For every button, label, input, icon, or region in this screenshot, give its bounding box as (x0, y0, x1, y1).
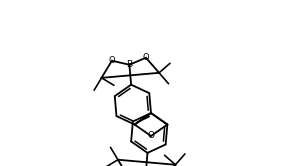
Text: O: O (143, 53, 149, 62)
Text: O: O (108, 56, 115, 65)
Text: B: B (126, 60, 133, 69)
Text: O: O (147, 131, 155, 140)
